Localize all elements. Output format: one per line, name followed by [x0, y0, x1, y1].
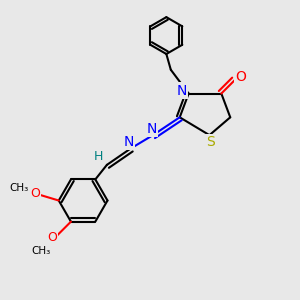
Text: CH₃: CH₃	[31, 246, 50, 256]
Text: O: O	[30, 187, 40, 200]
Text: N: N	[124, 135, 134, 149]
Text: O: O	[235, 70, 246, 84]
Text: H: H	[94, 150, 103, 163]
Text: CH₃: CH₃	[9, 183, 28, 193]
Text: S: S	[207, 135, 215, 149]
Text: N: N	[146, 122, 157, 136]
Text: O: O	[47, 231, 57, 244]
Text: N: N	[177, 84, 187, 98]
